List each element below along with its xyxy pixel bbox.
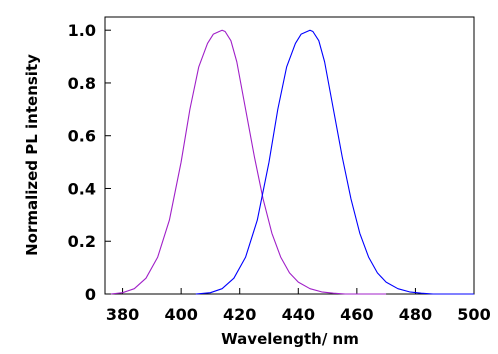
y-tick-label: 1.0 bbox=[68, 21, 96, 40]
x-tick-label: 380 bbox=[106, 305, 139, 324]
y-tick-group: 0 0.2 0.4 0.6 0.8 1.0 bbox=[68, 21, 111, 304]
x-tick-label: 480 bbox=[399, 305, 432, 324]
x-tick-label: 400 bbox=[164, 305, 197, 324]
x-tick-label: 460 bbox=[340, 305, 373, 324]
x-tick-label: 420 bbox=[223, 305, 256, 324]
plot-frame bbox=[104, 16, 475, 295]
series-line-1 bbox=[110, 29, 387, 295]
series-line-2 bbox=[195, 29, 474, 295]
x-tick-label: 440 bbox=[282, 305, 315, 324]
y-axis-title: Normalized PL intensity bbox=[23, 54, 41, 256]
x-tick-group: 380 400 420 440 460 480 500 bbox=[106, 288, 491, 324]
y-tick-label: 0.6 bbox=[68, 127, 96, 146]
y-tick-label: 0 bbox=[85, 285, 96, 304]
x-axis-title: Wavelength/ nm bbox=[221, 330, 359, 348]
y-tick-label: 0.4 bbox=[68, 179, 96, 198]
y-tick-label: 0.2 bbox=[68, 232, 96, 251]
y-tick-label: 0.8 bbox=[68, 74, 96, 93]
x-tick-label: 500 bbox=[457, 305, 490, 324]
series-layer bbox=[110, 29, 474, 295]
